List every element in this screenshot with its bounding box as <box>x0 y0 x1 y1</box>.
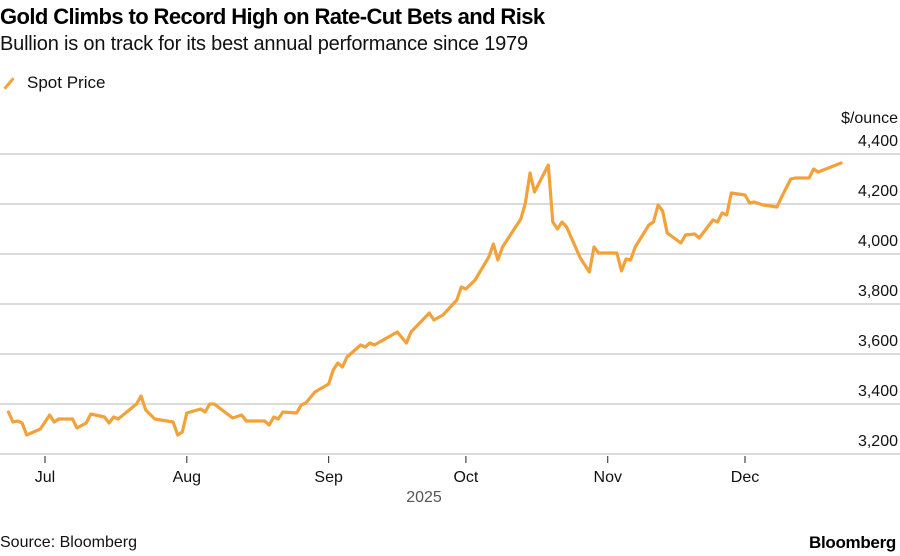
x-axis-year-label: 2025 <box>406 489 442 506</box>
chart-subtitle: Bullion is on track for its best annual … <box>0 33 528 55</box>
legend: Spot Price <box>0 73 105 93</box>
x-tick-label: Oct <box>453 469 478 486</box>
y-axis-unit-label: $/ounce <box>841 110 898 127</box>
y-tick-label: 4,200 <box>858 183 898 200</box>
y-tick-label: 4,000 <box>858 233 898 250</box>
legend-label: Spot Price <box>27 73 106 92</box>
y-tick-label: 3,600 <box>858 333 898 350</box>
x-tick-label: Dec <box>731 469 759 486</box>
x-tick-label: Jul <box>35 469 55 486</box>
x-tick-label: Sep <box>314 469 343 486</box>
series-points <box>7 161 843 436</box>
y-tick-label: 3,200 <box>858 433 898 450</box>
y-tick-label: 3,800 <box>858 283 898 300</box>
chart-title: Gold Climbs to Record High on Rate-Cut B… <box>0 4 545 29</box>
x-axis: Jul Aug Sep Oct Nov Dec <box>35 456 759 486</box>
bloomberg-logo: Bloomberg <box>808 533 896 552</box>
gridlines <box>0 153 900 455</box>
y-tick-label: 4,400 <box>858 133 898 150</box>
y-axis-labels: 3,200 3,400 3,600 3,800 4,000 4,200 4,400 <box>858 133 898 450</box>
x-tick-label: Aug <box>173 469 201 486</box>
x-tick-label: Nov <box>594 469 622 486</box>
y-tick-label: 3,400 <box>858 383 898 400</box>
series-line-spot-price <box>6 161 843 437</box>
source-note: Source: Bloomberg <box>0 534 137 551</box>
